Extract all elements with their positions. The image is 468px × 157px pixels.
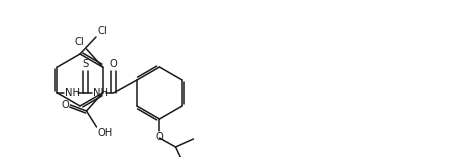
Text: S: S [82, 59, 88, 69]
Text: OH: OH [97, 128, 113, 138]
Text: Cl: Cl [75, 37, 85, 47]
Text: NH: NH [94, 88, 109, 98]
Text: O: O [110, 59, 117, 69]
Text: O: O [155, 132, 163, 142]
Text: Cl: Cl [97, 26, 107, 36]
Text: NH: NH [66, 88, 80, 98]
Text: O: O [62, 100, 70, 110]
